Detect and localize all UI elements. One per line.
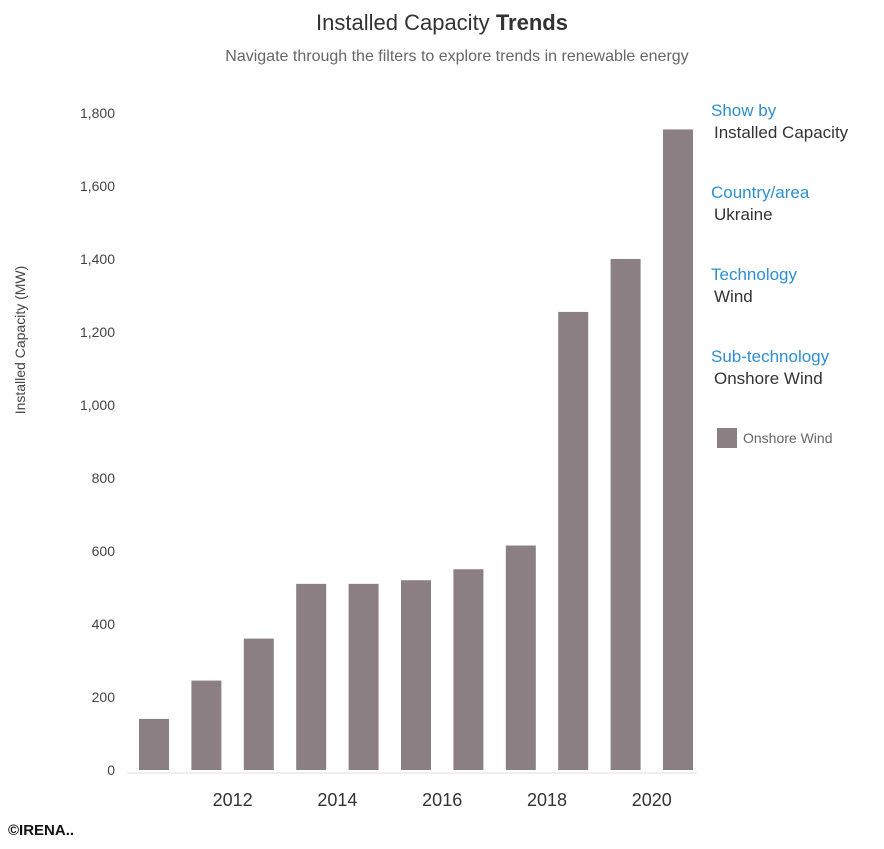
y-axis-label: Installed Capacity (MW)	[12, 265, 28, 415]
y-tick-label: 0	[107, 762, 115, 778]
bar-2014	[296, 583, 327, 770]
chart-title: Installed Capacity Trends	[0, 10, 884, 36]
filter-show-by-value[interactable]: Installed Capacity	[714, 123, 849, 142]
filter-show-by-label: Show by	[711, 101, 777, 120]
filter-technology-value[interactable]: Wind	[714, 287, 753, 306]
y-tick-label: 400	[92, 616, 116, 632]
bar-2012	[191, 680, 222, 770]
bar-2016	[401, 580, 431, 770]
y-tick-label: 1,400	[80, 251, 115, 267]
bar-2020	[610, 259, 641, 770]
y-tick-label: 1,800	[80, 105, 115, 121]
x-tick-label: 2014	[317, 790, 357, 810]
filter-technology[interactable]: Technology Wind	[711, 264, 881, 346]
x-tick-label: 2012	[213, 790, 253, 810]
chart-subtitle: Navigate through the filters to explore …	[225, 48, 689, 65]
bar-2013	[243, 638, 274, 770]
bar-2019	[558, 311, 589, 770]
chart-title-prefix: Installed Capacity	[316, 10, 490, 35]
filter-country-value[interactable]: Ukraine	[714, 205, 773, 224]
filter-sub-technology[interactable]: Sub-technology Onshore Wind	[711, 346, 881, 428]
chart-legend[interactable]: Onshore Wind	[717, 428, 832, 448]
bar-2021	[663, 129, 693, 771]
x-tick-label: 2020	[632, 790, 672, 810]
x-tick-label: 2018	[527, 790, 567, 810]
bar-2018	[505, 545, 536, 770]
copyright-text: ©IRENA..	[8, 822, 75, 839]
filter-show-by[interactable]: Show by Installed Capacity	[711, 100, 881, 182]
filters-panel: Show by Installed Capacity Country/area …	[711, 100, 881, 428]
bar-2011	[139, 718, 169, 770]
y-tick-label: 800	[92, 470, 116, 486]
x-tick-label: 2016	[422, 790, 462, 810]
bar-2017	[453, 569, 484, 770]
filter-country-label: Country/area	[711, 183, 810, 202]
filter-sub-technology-label: Sub-technology	[711, 347, 830, 366]
y-tick-label: 1,600	[80, 178, 115, 194]
filter-sub-technology-value[interactable]: Onshore Wind	[714, 369, 823, 388]
y-tick-label: 200	[92, 689, 116, 705]
bar-2015	[348, 583, 379, 770]
legend-swatch	[717, 428, 737, 448]
filter-country[interactable]: Country/area Ukraine	[711, 182, 881, 264]
filter-technology-label: Technology	[711, 265, 798, 284]
y-tick-label: 600	[92, 543, 116, 559]
chart-title-bold: Trends	[495, 10, 568, 35]
y-tick-label: 1,200	[80, 324, 115, 340]
y-tick-label: 1,000	[80, 397, 115, 413]
legend-label: Onshore Wind	[743, 430, 833, 446]
